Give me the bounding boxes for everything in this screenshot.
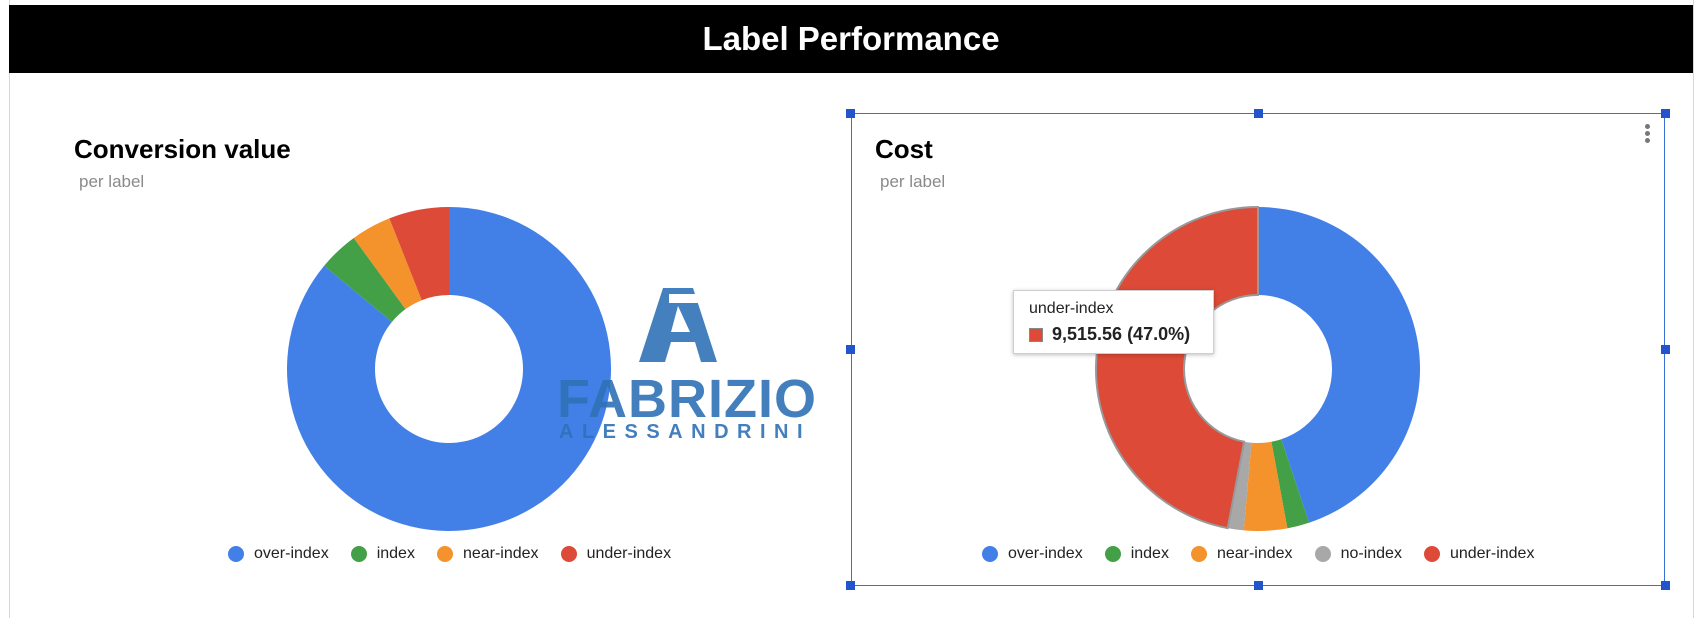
donut-slice-over-index[interactable] bbox=[1258, 207, 1420, 523]
legend-dot bbox=[982, 546, 998, 562]
legend-label: index bbox=[376, 545, 415, 562]
resize-handle-right[interactable] bbox=[1661, 345, 1670, 354]
legend-label: under-index bbox=[1449, 545, 1535, 562]
resize-handle-top-left[interactable] bbox=[846, 109, 855, 118]
legend-label: under-index bbox=[586, 545, 672, 562]
conversion-value-donut[interactable] bbox=[286, 206, 612, 532]
legend-label: over-index bbox=[254, 545, 329, 562]
legend-item-near-index[interactable]: near-index bbox=[1190, 545, 1293, 563]
donut-slice-no-index[interactable] bbox=[1227, 441, 1252, 531]
chart-title: Conversion value bbox=[74, 134, 291, 164]
legend-item-over-index[interactable]: over-index bbox=[228, 545, 329, 563]
legend-dot bbox=[1190, 546, 1207, 562]
resize-handle-top-right[interactable] bbox=[1661, 109, 1670, 118]
donut-slice-over-index[interactable] bbox=[287, 207, 611, 531]
donut-slice-near-index[interactable] bbox=[1243, 441, 1288, 531]
legend-dot bbox=[1314, 546, 1331, 562]
legend-label: no-index bbox=[1340, 545, 1402, 562]
legend-item-over-index[interactable]: over-index bbox=[982, 545, 1083, 563]
sheet-row-gutter bbox=[0, 0, 10, 618]
legend-item-index[interactable]: index bbox=[1104, 545, 1169, 563]
dashboard-header: Label Performance bbox=[9, 5, 1693, 73]
tooltip-color-swatch bbox=[1029, 327, 1043, 342]
logo-emblem-icon bbox=[639, 288, 717, 362]
watermark-surname: ALESSANDRINI bbox=[559, 421, 812, 443]
resize-handle-bottom[interactable] bbox=[1254, 581, 1263, 590]
watermark-name: FABRIZIO bbox=[557, 369, 817, 429]
donut-slice-under-index[interactable] bbox=[1095, 205, 1259, 530]
conversion-value-legend: over-index index near-index under-index bbox=[228, 545, 671, 563]
tooltip-value-row: 9,515.56 (47.0%) bbox=[1029, 324, 1198, 345]
resize-handle-left[interactable] bbox=[846, 345, 855, 354]
legend-dot bbox=[1423, 546, 1440, 562]
donut-slice-under-index[interactable] bbox=[389, 207, 449, 301]
legend-item-index[interactable]: index bbox=[350, 545, 415, 563]
chart-subtitle: per label bbox=[79, 172, 145, 191]
donut-slice-near-index[interactable] bbox=[353, 218, 422, 310]
chart-title: Cost bbox=[875, 134, 933, 164]
resize-handle-bottom-left[interactable] bbox=[846, 581, 855, 590]
legend-item-near-index[interactable]: near-index bbox=[436, 545, 539, 563]
more-options-icon[interactable] bbox=[1640, 122, 1654, 150]
legend-label: index bbox=[1130, 545, 1169, 562]
tooltip-label: under-index bbox=[1029, 300, 1114, 317]
chart-subtitle: per label bbox=[880, 172, 946, 191]
chart-tooltip: under-index 9,515.56 (47.0%) bbox=[1013, 290, 1214, 354]
donut-slice-index[interactable] bbox=[324, 237, 406, 322]
watermark-logo: FABRIZIO ALESSANDRINI bbox=[555, 288, 816, 448]
donut-slice-index[interactable] bbox=[1271, 439, 1310, 529]
legend-dot bbox=[436, 546, 453, 562]
legend-dot bbox=[350, 546, 367, 562]
legend-label: over-index bbox=[1008, 545, 1083, 562]
legend-item-under-index[interactable]: under-index bbox=[560, 545, 672, 563]
legend-item-under-index[interactable]: under-index bbox=[1423, 545, 1535, 563]
legend-dot bbox=[1104, 546, 1121, 562]
cost-legend: over-index index near-index no-index und… bbox=[982, 545, 1534, 563]
cost-donut[interactable] bbox=[1095, 205, 1421, 532]
legend-item-no-index[interactable]: no-index bbox=[1314, 545, 1402, 563]
sheet-column-edge bbox=[1693, 0, 1702, 618]
dashboard-title: Label Performance bbox=[702, 20, 1000, 57]
tooltip-value: 9,515.56 (47.0%) bbox=[1052, 324, 1191, 344]
resize-handle-bottom-right[interactable] bbox=[1661, 581, 1670, 590]
resize-handle-top[interactable] bbox=[1254, 109, 1263, 118]
legend-label: near-index bbox=[1216, 545, 1293, 562]
legend-dot bbox=[560, 546, 577, 562]
legend-label: near-index bbox=[462, 545, 539, 562]
legend-dot bbox=[228, 546, 244, 562]
